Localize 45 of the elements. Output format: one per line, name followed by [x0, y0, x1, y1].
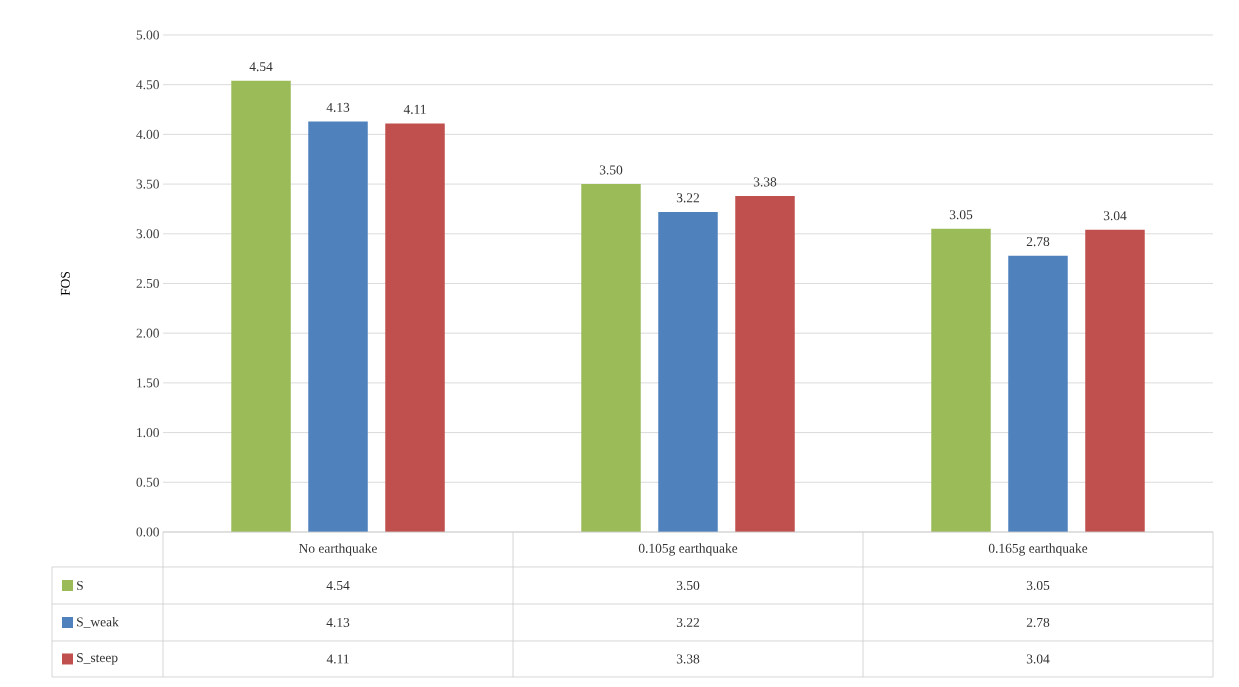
data-label: 3.04	[1026, 654, 1050, 664]
y-tick-label: 0.00	[136, 527, 159, 537]
bar	[231, 80, 291, 532]
legend-label: S	[77, 580, 83, 590]
y-tick-label: 3.50	[136, 179, 159, 189]
x-tick-label: 0.105g earthquake	[638, 543, 738, 556]
bar	[1085, 229, 1145, 532]
y-tick-label: 2.00	[136, 328, 159, 338]
data-label: 4.11	[326, 654, 349, 664]
y-tick-label: 1.00	[137, 428, 159, 438]
bar	[658, 211, 718, 532]
text: 3.22	[676, 193, 700, 203]
y-axis-title: FOS	[60, 271, 70, 296]
text: 3.38	[753, 177, 777, 187]
x-tick-label: No earthquake	[299, 543, 377, 556]
text: 4.54	[249, 62, 273, 72]
y-tick-label: 5.00	[136, 30, 159, 40]
bar	[308, 121, 368, 532]
bar	[385, 123, 445, 532]
x-tick-label: 0.165g earthquake	[988, 543, 1088, 556]
legend-label: S_weak	[77, 616, 119, 629]
text: 2.78	[1026, 236, 1050, 247]
bar	[735, 196, 795, 532]
y-tick-label: 2.50	[136, 278, 159, 289]
data-label: 3.38	[676, 654, 700, 664]
data-label: 3.22	[676, 617, 700, 628]
text: 4.13	[326, 102, 350, 112]
legend-label: S_steep	[77, 653, 118, 665]
data-label: 3.05	[1026, 580, 1050, 591]
y-tick-label: 3.00	[136, 229, 159, 239]
y-tick-label: 4.50	[136, 80, 159, 90]
data-label: 3.50	[676, 580, 700, 591]
text: 4.11	[403, 104, 426, 114]
y-tick-label: 1.50	[137, 378, 159, 388]
text: 3.50	[599, 165, 623, 175]
bar	[1008, 255, 1068, 532]
bar	[931, 228, 991, 532]
y-tick-label: 4.00	[136, 129, 159, 139]
data-label: 2.78	[1026, 617, 1050, 628]
bar	[581, 184, 641, 532]
data-label: 4.54	[326, 580, 350, 590]
text: 3.05	[949, 210, 973, 220]
y-tick-label: 0.50	[136, 477, 159, 487]
data-label: 4.13	[326, 617, 350, 628]
text: 3.04	[1103, 211, 1127, 221]
